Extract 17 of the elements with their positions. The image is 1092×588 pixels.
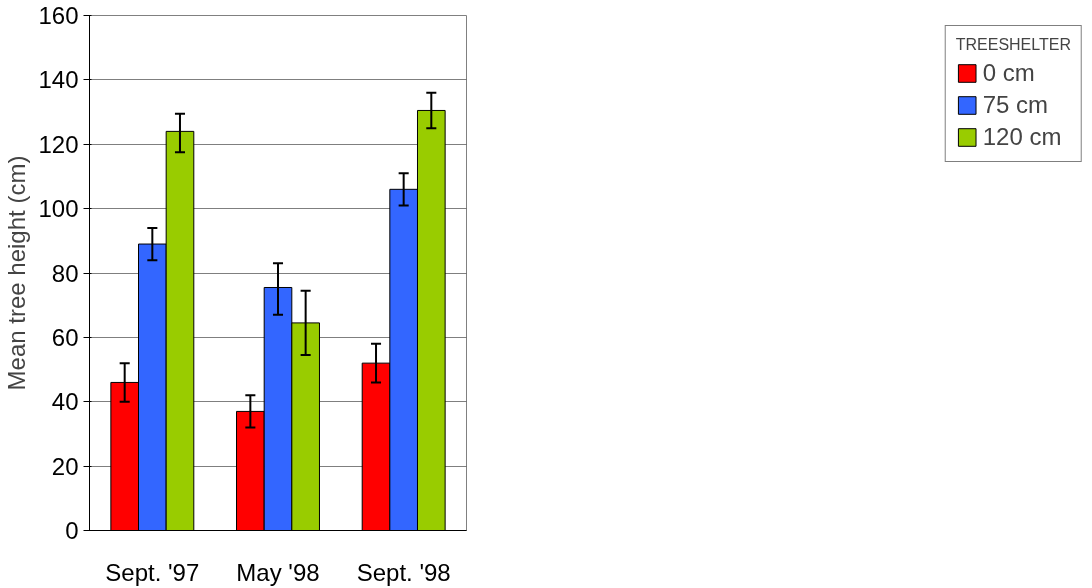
legend-title: TREESHELTER	[955, 36, 1071, 54]
legend-label: 120 cm	[982, 123, 1062, 151]
x-tick-label: Sept. '98	[356, 558, 451, 586]
x-tick-label: May '98	[236, 558, 320, 586]
y-tick-label: 100	[38, 195, 79, 223]
y-tick-label: 60	[51, 323, 79, 351]
y-tick-label: 40	[51, 388, 79, 416]
y-axis-title: Mean tree height (cm)	[3, 155, 31, 391]
y-tick-label: 160	[38, 2, 79, 29]
y-tick-label: 140	[38, 66, 79, 94]
y-tick-label: 120	[38, 130, 79, 158]
legend-label: 75 cm	[982, 91, 1049, 119]
y-tick-label: 80	[51, 259, 79, 287]
legend-label: 0 cm	[982, 59, 1035, 87]
x-tick-label: Sept. '97	[105, 558, 200, 586]
y-tick-label: 20	[51, 452, 79, 480]
y-tick-label: 0	[65, 517, 79, 544]
